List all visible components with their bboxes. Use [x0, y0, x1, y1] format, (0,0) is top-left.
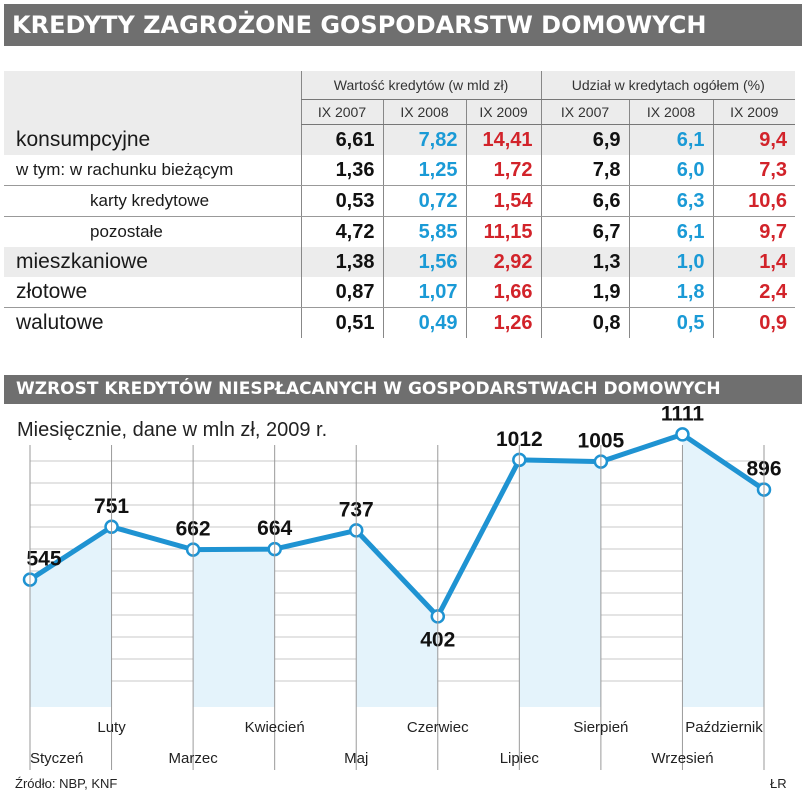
value-cell: 1,26 — [465, 307, 542, 338]
credits-table: Wartość kredytów (w mld zł) Udział w kre… — [4, 71, 796, 338]
area-band — [519, 459, 601, 707]
month-label: Styczeń — [30, 750, 83, 767]
table-header-years: IX 2007 IX 2008 IX 2009 IX 2007 IX 2008 … — [4, 99, 796, 125]
source-note: Źródło: NBP, KNF — [15, 776, 118, 791]
value-cell: 0,9 — [712, 307, 796, 338]
value-cell: 1,38 — [300, 247, 383, 277]
value-cell: 1,54 — [465, 185, 542, 217]
table-row: karty kredytowe 0,53 0,72 1,54 6,6 6,3 1… — [4, 185, 796, 217]
month-label: Październik — [685, 719, 763, 736]
month-label: Kwiecień — [245, 719, 305, 736]
value-cell: 1,66 — [465, 277, 542, 308]
month-label: Marzec — [169, 750, 219, 767]
value-cell: 6,1 — [628, 216, 714, 247]
table-row: konsumpcyjne 6,61 7,82 14,41 6,9 6,1 9,4 — [4, 124, 796, 155]
value-cell: 0,5 — [628, 307, 714, 338]
month-label: Czerwiec — [407, 719, 469, 736]
area-band — [356, 530, 438, 707]
month-label: Maj — [344, 750, 368, 767]
chart-line — [28, 431, 766, 619]
value-cell: 1,4 — [712, 247, 796, 277]
chart-axis: Styczeń Luty Marzec Kwiecień Maj Czerwiec Lipi… — [29, 445, 765, 770]
value-cell: 1,25 — [382, 155, 466, 186]
value-cell: 0,49 — [382, 307, 466, 338]
row-label: w tym: w rachunku bieżącym — [4, 155, 301, 186]
value-cell: 0,51 — [300, 307, 383, 338]
value-cell: 1,9 — [540, 277, 630, 308]
table-row: pozostałe 4,72 5,85 11,15 6,7 6,1 9,7 — [4, 216, 796, 247]
value-cell: 6,6 — [540, 185, 630, 217]
value-cell: 1,56 — [382, 247, 466, 277]
year-header: IX 2008 — [382, 99, 466, 125]
year-header: IX 2009 — [465, 99, 542, 125]
month-label: Lipiec — [500, 750, 540, 767]
value-cell: 6,7 — [540, 216, 630, 247]
month-label: Sierpień — [573, 719, 628, 736]
row-label: złotowe — [4, 277, 301, 308]
table-header-groups: Wartość kredytów (w mld zł) Udział w kre… — [4, 71, 796, 100]
value-cell: 1,0 — [628, 247, 714, 277]
value-cell: 0,72 — [382, 185, 466, 217]
value-cell: 9,7 — [712, 216, 796, 247]
area-band — [30, 526, 112, 707]
value-cell: 11,15 — [465, 216, 542, 247]
row-label: karty kredytowe — [4, 185, 301, 217]
month-label: Wrzesień — [651, 750, 713, 767]
value-cell: 0,87 — [300, 277, 383, 308]
main-title: KREDYTY ZAGROŻONE GOSPODARSTW DOMOWYCH — [4, 4, 802, 46]
value-cell: 6,3 — [628, 185, 714, 217]
value-cell: 6,0 — [628, 155, 714, 186]
year-header: IX 2009 — [712, 99, 796, 125]
row-label: pozostałe — [90, 222, 163, 241]
value-cell: 0,8 — [540, 307, 630, 338]
author-initials: ŁR — [770, 776, 787, 791]
chart-grid — [30, 460, 764, 682]
row-label: mieszkaniowe — [4, 247, 301, 277]
value-cell: 6,1 — [628, 124, 714, 155]
value-cell: 1,36 — [300, 155, 383, 186]
value-cell: 0,53 — [300, 185, 383, 217]
year-header: IX 2007 — [540, 99, 630, 125]
data-label: 1005 — [578, 430, 625, 453]
value-cell: 10,6 — [712, 185, 796, 217]
data-label: 1012 — [496, 428, 543, 451]
value-cell: 1,8 — [628, 277, 714, 308]
month-label: Luty — [97, 719, 126, 736]
value-cell: 1,07 — [382, 277, 466, 308]
series-line — [28, 431, 766, 619]
value-cell: 7,3 — [712, 155, 796, 186]
value-cell: 1,72 — [465, 155, 542, 186]
value-cell: 5,85 — [382, 216, 466, 247]
table-row: walutowe 0,51 0,49 1,26 0,8 0,5 0,9 — [4, 307, 796, 338]
data-label: 545 — [26, 548, 61, 571]
group-header-share: Udział w kredytach ogółem (%) — [540, 71, 796, 100]
area-band — [193, 549, 275, 707]
row-label: konsumpcyjne — [4, 124, 301, 155]
chart-area — [30, 434, 764, 707]
year-header: IX 2007 — [300, 99, 383, 125]
row-label: walutowe — [16, 311, 104, 334]
value-cell: 2,4 — [712, 277, 796, 308]
value-cell: 6,9 — [540, 124, 630, 155]
data-label: 1111 — [661, 402, 705, 425]
group-header-value: Wartość kredytów (w mld zł) — [300, 71, 542, 100]
table-row: mieszkaniowe 1,38 1,56 2,92 1,3 1,0 1,4 — [4, 247, 796, 277]
chart-title: WZROST KREDYTÓW NIESPŁACANYCH W GOSPODAR… — [4, 375, 802, 404]
value-cell: 6,61 — [300, 124, 383, 155]
value-cell: 4,72 — [300, 216, 383, 247]
value-cell: 9,4 — [712, 124, 796, 155]
area-band — [682, 434, 764, 707]
value-cell: 2,92 — [465, 247, 542, 277]
chart-subtitle: Miesięcznie, dane w mln zł, 2009 r. — [17, 419, 328, 441]
data-point — [675, 427, 690, 442]
value-cell: 1,3 — [540, 247, 630, 277]
table-row: złotowe 0,87 1,07 1,66 1,9 1,8 2,4 — [4, 277, 796, 308]
table-row: w tym: w rachunku bieżącym 1,36 1,25 1,7… — [4, 155, 796, 186]
year-header: IX 2008 — [628, 99, 714, 125]
value-cell: 7,82 — [382, 124, 466, 155]
value-cell: 14,41 — [465, 124, 542, 155]
value-cell: 7,8 — [540, 155, 630, 186]
